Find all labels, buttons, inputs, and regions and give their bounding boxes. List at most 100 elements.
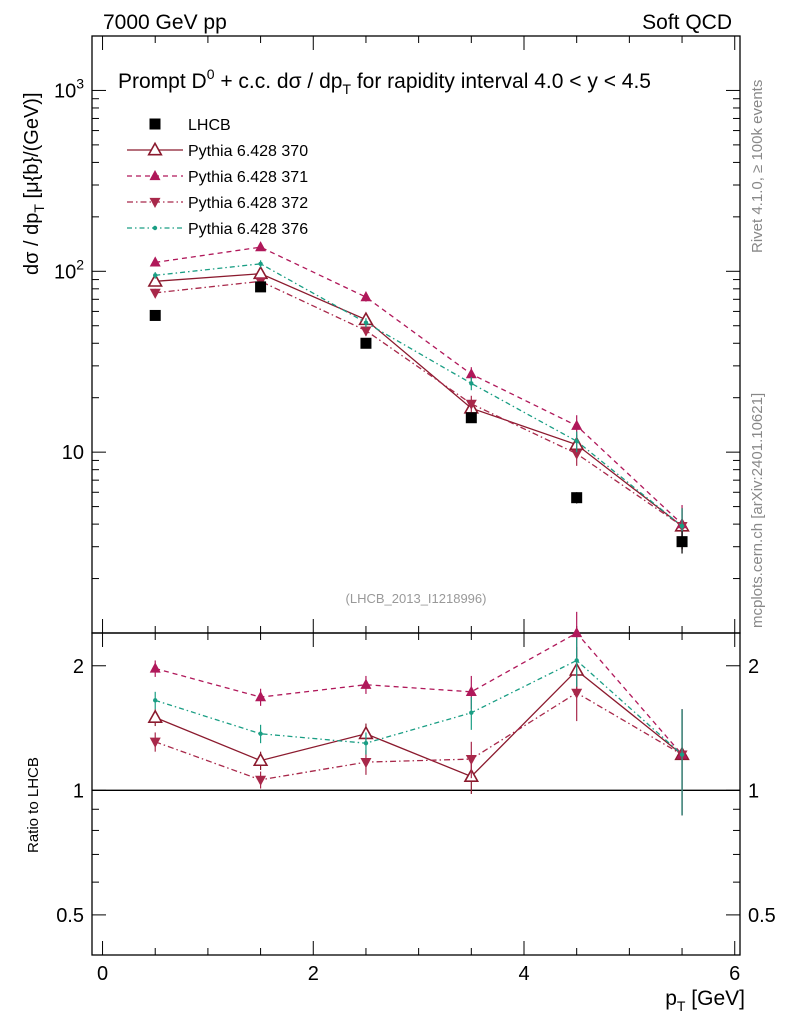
series-line <box>154 669 683 778</box>
ratio-y-tick-label: 2 <box>73 656 84 678</box>
data-point-marker <box>360 678 372 689</box>
data-point-marker <box>149 118 161 130</box>
legend: LHCB Pythia 6.428 370 Pythia 6.428 371 Pyth… <box>127 117 308 238</box>
header-left: 7000 GeV pp <box>103 11 227 34</box>
data-point-marker <box>469 381 474 386</box>
data-point-marker <box>149 256 161 267</box>
legend-entry: Pythia 6.428 376 <box>127 221 308 238</box>
ylabel-sub: T <box>31 204 47 213</box>
legend-label: LHCB <box>188 117 231 134</box>
ratio-panel-frame <box>91 632 741 956</box>
main-series-pythia-6-428-376 <box>153 260 685 550</box>
ylabel-rest: [μ{b}/(GeV)] <box>21 92 43 204</box>
xlabel-rest: [GeV] <box>685 987 745 1010</box>
series-line <box>155 246 683 525</box>
data-point-marker <box>571 492 583 504</box>
series-line <box>155 280 683 527</box>
data-point-marker <box>252 752 269 767</box>
ratio-y-tick-label-right: 0.5 <box>748 905 776 927</box>
title-main: Prompt D <box>118 70 207 93</box>
data-point-marker <box>571 688 583 699</box>
data-point-marker <box>465 754 477 766</box>
y-tick-label: 10 <box>62 442 84 464</box>
data-point-marker <box>147 709 163 723</box>
data-point-marker <box>258 261 263 267</box>
data-point-marker <box>152 225 158 231</box>
data-point-marker <box>679 752 685 757</box>
data-point-marker <box>149 169 161 181</box>
legend-label: Pythia 6.428 372 <box>188 195 308 212</box>
data-point-marker <box>679 523 685 529</box>
title-tail: for rapidity interval 4.0 < y < 4.5 <box>351 70 651 93</box>
x-tick-label: 4 <box>518 963 529 985</box>
y-tick-label: 103 <box>54 75 84 102</box>
legend-label: Pythia 6.428 376 <box>188 221 308 238</box>
data-point-marker <box>465 399 477 410</box>
ratio-series-pythia-6-428-371 <box>149 611 688 816</box>
main-series-pythia-6-428-371 <box>149 241 688 550</box>
data-point-marker <box>571 449 583 460</box>
data-point-marker <box>147 273 163 287</box>
ratio-y-axis-label: Ratio to LHCB <box>25 757 42 853</box>
mcplots-label: mcplots.cern.ch [arXiv:2401.10621] <box>749 393 766 628</box>
data-point-marker <box>571 626 583 638</box>
data-point-marker <box>255 691 267 702</box>
ratio-series-pythia-6-428-372 <box>149 668 688 816</box>
x-axis-label: pT [GeV] <box>665 987 745 1014</box>
data-point-marker <box>360 291 372 302</box>
data-point-marker <box>255 775 267 786</box>
data-point-marker <box>571 419 583 430</box>
data-point-marker <box>255 281 267 293</box>
ratio-y-tick-label-right: 1 <box>748 780 759 802</box>
data-point-marker <box>149 737 161 748</box>
data-point-marker <box>149 662 161 673</box>
ratio-y-tick-label-right: 2 <box>748 656 759 678</box>
series-line <box>155 263 683 527</box>
title-rest: + c.c. dσ / dp <box>214 70 342 93</box>
rivet-version-label: Rivet 4.1.0, ≥ 100k events <box>749 80 766 253</box>
data-point-marker <box>363 740 369 746</box>
legend-entry: LHCB <box>149 117 231 134</box>
x-tick-label: 0 <box>97 963 108 985</box>
legend-entry: Pythia 6.428 372 <box>127 195 308 212</box>
data-point-marker <box>465 412 477 424</box>
legend-entry: Pythia 6.428 371 <box>127 169 308 186</box>
data-point-marker <box>676 536 688 548</box>
data-point-marker <box>465 685 477 696</box>
main-series-lhcb <box>149 281 688 554</box>
data-point-marker <box>153 698 158 703</box>
main-series-pythia-6-428-372 <box>149 277 688 550</box>
ratio-series-pythia-6-428-376 <box>153 637 685 816</box>
data-point-marker <box>360 337 372 349</box>
xlabel-main: p <box>665 987 677 1010</box>
xlabel-sub: T <box>677 998 686 1014</box>
data-point-marker <box>149 309 161 321</box>
plot-title: Prompt D0 + c.c. dσ / dpT for rapidity i… <box>118 66 651 97</box>
data-point-marker <box>153 273 158 278</box>
data-point-marker <box>255 241 267 252</box>
data-point-marker <box>147 141 163 156</box>
series-line <box>155 632 683 756</box>
data-point-marker <box>469 710 474 715</box>
x-tick-label: 6 <box>729 963 740 985</box>
analysis-id: (LHCB_2013_I1218996) <box>346 591 487 606</box>
data-point-marker <box>360 757 372 769</box>
main-series-pythia-6-428-370 <box>147 265 690 550</box>
series-layer <box>147 241 690 816</box>
legend-label: Pythia 6.428 371 <box>188 169 308 186</box>
x-tick-label: 2 <box>308 963 319 985</box>
data-point-marker <box>252 265 269 280</box>
legend-label: Pythia 6.428 370 <box>188 143 308 160</box>
data-point-marker <box>258 731 263 736</box>
legend-entry: Pythia 6.428 370 <box>127 141 308 160</box>
ratio-y-tick-label: 0.5 <box>56 905 84 927</box>
data-point-marker <box>149 288 161 299</box>
title-sup: 0 <box>207 66 215 82</box>
ratio-y-tick-label: 1 <box>73 780 84 802</box>
data-point-marker <box>574 438 579 444</box>
ylabel-main: dσ / dp <box>21 213 43 275</box>
series-line <box>154 692 683 781</box>
title-sub: T <box>342 81 351 97</box>
axes-layer: 0 2 4 6 10 102 103 0.5 0.5 1 1 2 2 <box>54 35 776 985</box>
